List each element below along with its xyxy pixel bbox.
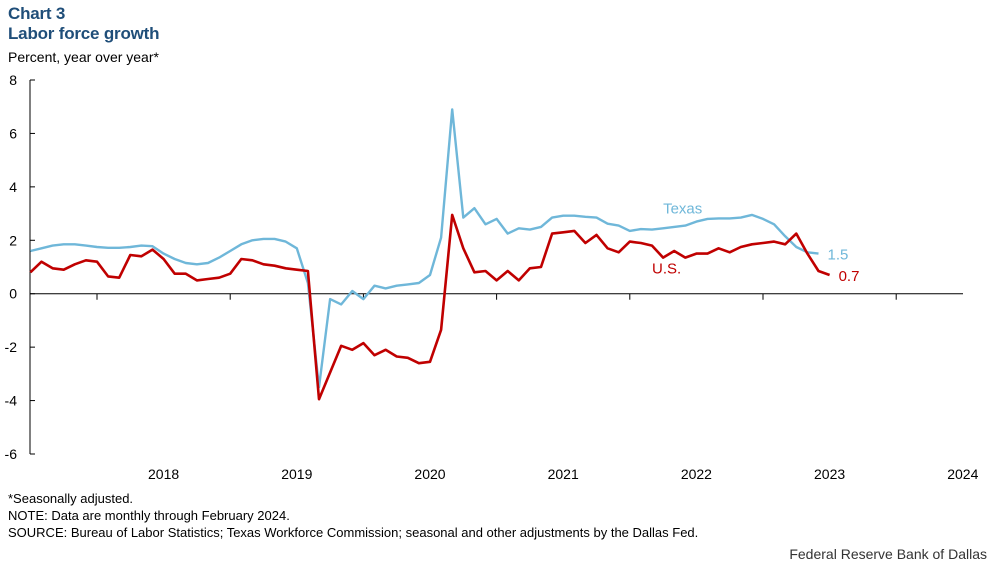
y-tick-label: -2 <box>5 339 18 355</box>
y-axis: -6 -4 -2 0 2 4 6 8 <box>5 72 35 462</box>
series-line-texas <box>30 108 819 389</box>
y-tick-label: -4 <box>5 393 18 409</box>
series-labels: 1.5 0.7 Texas U.S. <box>652 200 859 285</box>
credit: Federal Reserve Bank of Dallas <box>789 546 987 562</box>
y-tick-label: 0 <box>9 286 17 302</box>
y-tick-label: 8 <box>9 72 17 88</box>
chart-title: Labor force growth <box>8 24 160 43</box>
end-value-label-texas: 1.5 <box>828 247 849 264</box>
footnote-seasonal: *Seasonally adjusted. <box>8 491 134 506</box>
x-tick-label: 2018 <box>148 466 179 482</box>
series-line-us <box>29 213 831 401</box>
series-layer <box>29 108 831 401</box>
x-tick-label: 2020 <box>414 466 445 482</box>
y-tick-label: -6 <box>5 446 18 462</box>
y-tick-label: 6 <box>9 125 17 141</box>
series-name-label-texas: Texas <box>663 200 702 217</box>
x-tick-label: 2023 <box>814 466 845 482</box>
footnote-source: SOURCE: Bureau of Labor Statistics; Texa… <box>8 525 699 540</box>
y-tick-label: 4 <box>9 179 17 195</box>
x-tick-label: 2024 <box>947 466 978 482</box>
chart-number: Chart 3 <box>8 4 66 23</box>
x-axis: 2018 2019 2020 2021 2022 2023 2024 <box>30 293 979 482</box>
footnote-note: NOTE: Data are monthly through February … <box>8 508 290 523</box>
y-tick-label: 2 <box>9 232 17 248</box>
x-tick-label: 2021 <box>548 466 579 482</box>
series-name-label-us: U.S. <box>652 261 681 278</box>
x-tick-label: 2019 <box>281 466 312 482</box>
footnotes: *Seasonally adjusted. NOTE: Data are mon… <box>8 490 698 541</box>
end-value-label-us: 0.7 <box>839 268 860 285</box>
x-tick-label: 2022 <box>681 466 712 482</box>
y-axis-units: Percent, year over year* <box>8 49 159 65</box>
